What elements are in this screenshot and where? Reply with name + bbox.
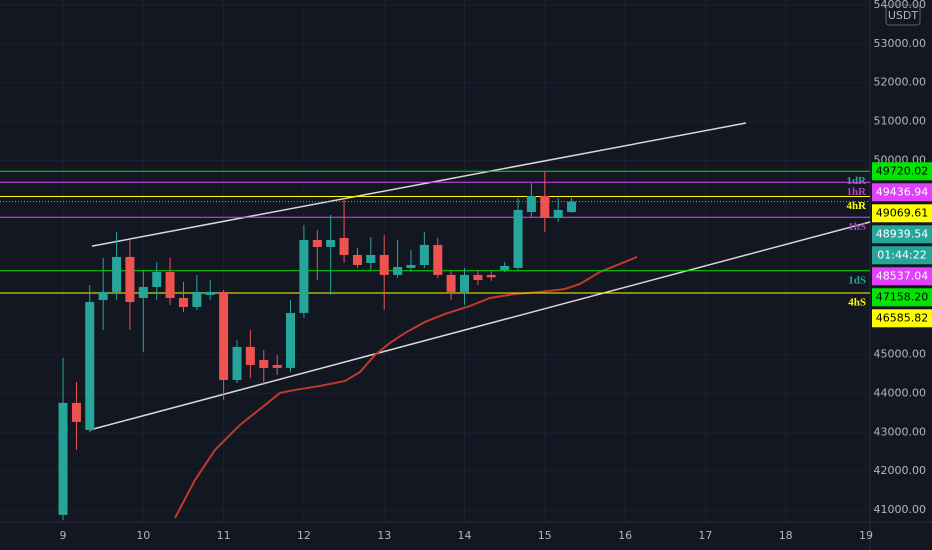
candle-body (352, 254, 362, 265)
price-label: 49436.94 (876, 185, 929, 198)
candles (58, 171, 577, 520)
x-tick-label: 15 (538, 529, 552, 542)
y-tick-label: 41000.00 (874, 503, 927, 516)
moving-average (174, 256, 638, 519)
trend-line (91, 122, 747, 247)
level-label: 4hS (848, 297, 866, 309)
candle-body (446, 274, 456, 292)
y-tick-label: 53000.00 (874, 37, 927, 50)
level-label: 1dR (846, 175, 867, 187)
price-label-box (872, 309, 932, 328)
price-label: 46585.82 (876, 311, 929, 324)
y-tick-label: 44000.00 (874, 386, 927, 399)
x-tick-label: 11 (217, 529, 231, 542)
price-label-box (872, 204, 932, 223)
price-label-box (872, 288, 932, 307)
trend-line (89, 221, 871, 431)
candle-body (165, 271, 175, 298)
price-label: 47158.20 (876, 290, 929, 303)
y-tick-label: 52000.00 (874, 76, 927, 89)
candle-body (433, 244, 443, 275)
level-label: 1hS (848, 221, 866, 233)
candle-body (473, 274, 483, 280)
candle-body (540, 195, 550, 218)
y-tick-label: 43000.00 (874, 425, 927, 438)
candle-body (98, 291, 108, 300)
y-tick-label: 45000.00 (874, 348, 927, 361)
x-tick-label: 18 (779, 529, 793, 542)
candle-body (178, 297, 188, 307)
currency-box[interactable] (885, 4, 921, 26)
candle-body (259, 359, 269, 368)
x-tick-label: 9 (60, 529, 67, 542)
x-tick-label: 16 (618, 529, 632, 542)
candle-body (339, 237, 349, 255)
candle-body (232, 346, 242, 380)
candle-body (152, 271, 162, 287)
price-label-box (872, 162, 932, 181)
level-label: 1hR (846, 186, 867, 198)
y-tick-label: 42000.00 (874, 464, 927, 477)
candle-body (419, 244, 429, 265)
candle-body (526, 195, 536, 212)
candle-body (245, 346, 255, 365)
price-label: 49720.02 (876, 164, 929, 177)
candle-body (406, 264, 416, 268)
candle-body (486, 274, 496, 278)
x-tick-label: 14 (458, 529, 472, 542)
price-label: 48939.54 (876, 227, 929, 240)
candle-body (299, 239, 309, 313)
candle-body (553, 209, 563, 218)
candle-body (125, 256, 135, 302)
candle-body (500, 265, 510, 270)
candle-body (112, 256, 122, 292)
candle-body (312, 239, 322, 247)
candle-body (379, 254, 389, 275)
candle-body (326, 239, 336, 247)
y-tick-label: 51000.00 (874, 115, 927, 128)
price-label: 49069.61 (876, 206, 929, 219)
candle-body (272, 364, 282, 368)
candle-body (513, 209, 523, 268)
x-tick-label: 17 (698, 529, 712, 542)
candle-body (366, 254, 376, 263)
level-label: 1dS (848, 274, 866, 286)
countdown: 01:44:22 (877, 248, 926, 261)
candle-body (205, 291, 215, 295)
x-tick-label: 12 (297, 529, 311, 542)
currency[interactable]: USDT (888, 9, 919, 22)
y-tick-label: 54000.00 (874, 0, 927, 11)
candle-body (286, 312, 296, 368)
candle-body (138, 286, 148, 298)
candle-body (85, 301, 95, 430)
x-tick-label: 19 (859, 529, 873, 542)
price-label-box (872, 225, 932, 244)
candle-body (393, 266, 403, 275)
level-label: 4hR (846, 200, 867, 212)
price-label-box (872, 183, 932, 202)
candle-body (567, 201, 577, 212)
candle-body (58, 402, 68, 515)
candle-body (71, 402, 81, 422)
x-tick-label: 13 (377, 529, 391, 542)
countdown-box (872, 246, 932, 265)
candle-body (192, 291, 202, 307)
candle-body (219, 291, 229, 380)
x-tick-label: 10 (136, 529, 150, 542)
price-label: 48537.04 (876, 269, 929, 282)
price-label-box (872, 267, 932, 286)
candle-body (460, 274, 470, 292)
